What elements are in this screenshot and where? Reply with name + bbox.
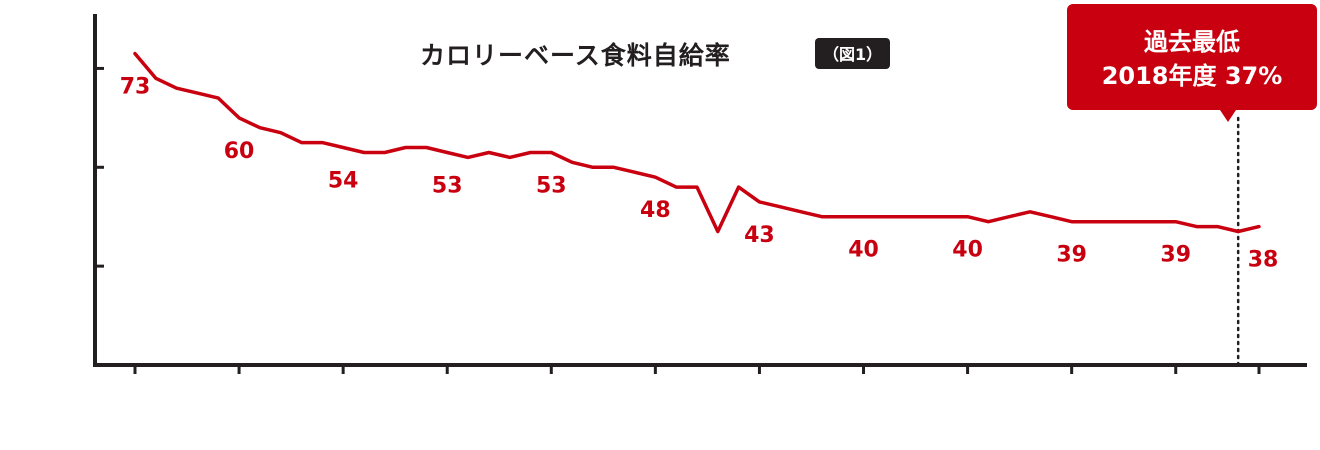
data-label: 40 <box>952 238 983 263</box>
data-label: 39 <box>1056 243 1087 268</box>
series-layer <box>133 51 1261 234</box>
chart-axes <box>93 14 1307 374</box>
data-label: 43 <box>744 223 775 248</box>
data-label-layer: 73 60 54 53 53 48 43 40 40 39 39 38 <box>120 75 1279 273</box>
data-label: 39 <box>1160 243 1191 268</box>
data-label: 53 <box>432 173 463 198</box>
data-label: 60 <box>224 139 255 164</box>
data-label: 73 <box>120 75 151 100</box>
record-low-callout: 過去最低 2018年度 37% <box>1067 4 1317 122</box>
callout-heading: 過去最低 <box>1144 28 1240 56</box>
callout-value: 2018年度 37% <box>1101 62 1283 90</box>
chart-title: カロリーベース食料自給率 <box>420 41 731 70</box>
data-label: 48 <box>640 198 671 223</box>
figure-number-badge: （図1） <box>815 38 891 69</box>
data-label: 38 <box>1248 248 1279 273</box>
data-label: 53 <box>536 173 567 198</box>
callout-pointer <box>1220 110 1236 122</box>
data-label: 40 <box>848 238 879 263</box>
data-label: 54 <box>328 169 359 194</box>
